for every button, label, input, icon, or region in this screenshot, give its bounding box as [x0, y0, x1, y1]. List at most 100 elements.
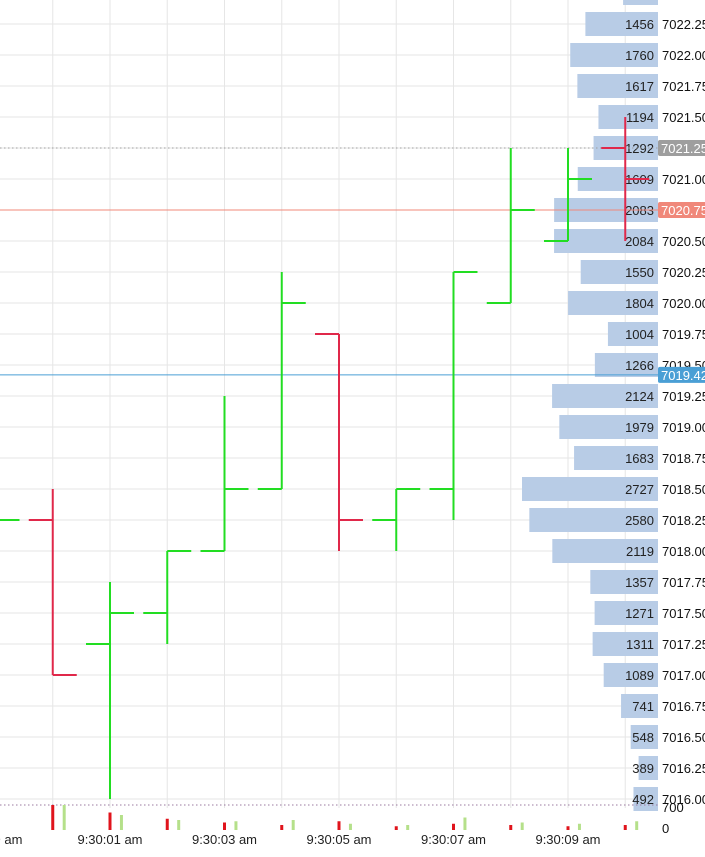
volume-bar [108, 812, 112, 830]
price-tick-label: 7021.75 [662, 79, 705, 94]
price-tick-label: 7019.00 [662, 420, 705, 435]
price-tick-label: 7020.25 [662, 265, 705, 280]
price-axis: 7022.25 7022.00 7021.75 7021.50 7021.25 7021.… [658, 17, 705, 836]
volume-axis-zero-label: 0 [662, 821, 669, 836]
volume-profile-label: 2119 [626, 544, 654, 559]
volume-profile-bar [577, 74, 658, 98]
price-tag-label: 7019.42 [661, 368, 705, 383]
price-tick-label: 7016.50 [662, 730, 705, 745]
price-lines [0, 147, 658, 376]
volume-bar [337, 821, 341, 830]
volume-profile-label: 1292 [625, 141, 654, 156]
price-tick-label: 7018.00 [662, 544, 705, 559]
volume-profile-label: 1804 [625, 296, 654, 311]
volume-profile-bar [592, 632, 658, 656]
volume-profile: 1456176016171194129216092083208415501804… [522, 0, 658, 811]
ohlc-bar [315, 333, 363, 551]
volume-bar [406, 825, 410, 830]
volume-profile-label: 1357 [625, 575, 654, 590]
volume-bar [119, 815, 123, 830]
volume-profile-bar [621, 694, 658, 718]
price-tick-label: 7017.00 [662, 668, 705, 683]
volume-profile-label: 1617 [625, 79, 654, 94]
volume-profile-label: 2727 [625, 482, 654, 497]
price-tick-label: 7018.75 [662, 451, 705, 466]
volume-profile-label: 1683 [625, 451, 654, 466]
volume-profile-label: 1194 [626, 110, 654, 125]
price-tick-label: 7021.00 [662, 172, 705, 187]
volume-profile-bar [594, 601, 658, 625]
volume-profile-bar [633, 787, 658, 811]
volume-profile-label: 2580 [625, 513, 654, 528]
volume-profile-bar [623, 0, 658, 5]
volume-profile-label: 1456 [625, 17, 654, 32]
volume-profile-label: 1004 [625, 327, 654, 342]
volume-bar [62, 805, 66, 830]
volume-bar [463, 817, 467, 830]
volume-profile-label: 741 [632, 699, 654, 714]
volume-profile-bar [552, 384, 658, 408]
price-tick-label: 7021.50 [662, 110, 705, 125]
price-tick-label: 7017.50 [662, 606, 705, 621]
volume-profile-bar [598, 105, 658, 129]
volume-bar [165, 818, 169, 830]
volume-profile-bar [594, 353, 658, 377]
volume-profile-bar [630, 725, 658, 749]
price-tick-label: 7022.25 [662, 17, 705, 32]
ohlc-bar [486, 148, 535, 304]
volume-profile-bar [529, 508, 658, 532]
time-tick-label: 9:30:09 am [535, 832, 600, 847]
volume-profile-label: 2084 [625, 234, 654, 249]
volume-bar [566, 826, 570, 830]
ohlc-bar [429, 271, 478, 520]
price-tick-label: 7018.25 [662, 513, 705, 528]
volume-profile-label: 492 [632, 792, 654, 807]
volume-bar [348, 823, 352, 830]
volume-profile-bar [568, 291, 658, 315]
ohlc-bar [143, 550, 192, 644]
ohlc-bar [257, 272, 306, 490]
price-bars [0, 117, 650, 799]
volume-profile-label: 1271 [625, 606, 654, 621]
volume-profile-label: 1311 [626, 637, 654, 652]
volume-bar [280, 825, 284, 830]
volume-profile-bar [607, 322, 658, 346]
volume-profile-bar [559, 415, 658, 439]
volume-profile-label: 1089 [625, 668, 654, 683]
volume-bar [577, 823, 581, 830]
volume-profile-label: 548 [632, 730, 654, 745]
volume-axis-top-label: 700 [662, 800, 684, 815]
ohlc-bar [601, 117, 650, 241]
ohlc-bar [86, 582, 134, 799]
volume-profile-label: 1760 [625, 48, 654, 63]
price-tick-label: 7020.00 [662, 296, 705, 311]
price-tick-label: 7019.25 [662, 389, 705, 404]
volume-bar [623, 825, 627, 830]
volume-bar [51, 805, 55, 830]
volume-profile-bar [554, 229, 658, 253]
volume-bar [635, 821, 639, 830]
ohlc-bar [28, 489, 77, 676]
time-tick-label: 9 am [0, 832, 22, 847]
volume-bar [234, 821, 238, 830]
volume-profile-bar [585, 12, 658, 36]
time-tick-label: 9:30:01 am [77, 832, 142, 847]
volume-bar [452, 823, 455, 830]
ohlc-bar [372, 488, 421, 551]
volume-profile-bar [603, 663, 658, 687]
price-tag [658, 140, 705, 156]
time-axis: 9 am 9:30:01 am 9:30:03 am 9:30:05 am 9:30:0… [0, 832, 601, 847]
volume-profile-label: 1266 [625, 358, 654, 373]
volume-bar [223, 822, 226, 830]
volume-profile-bar [638, 756, 658, 780]
price-tick-label: 7016.75 [662, 699, 705, 714]
volume-profile-label: 2124 [625, 389, 654, 404]
price-tick-label: 7017.75 [662, 575, 705, 590]
ohlc-bar [544, 148, 592, 242]
volume-profile-bar [590, 570, 658, 594]
volume-profile-bar [552, 539, 658, 563]
volume-bar [394, 826, 398, 830]
price-tag [658, 366, 705, 383]
price-tick-label: 7017.25 [662, 637, 705, 652]
